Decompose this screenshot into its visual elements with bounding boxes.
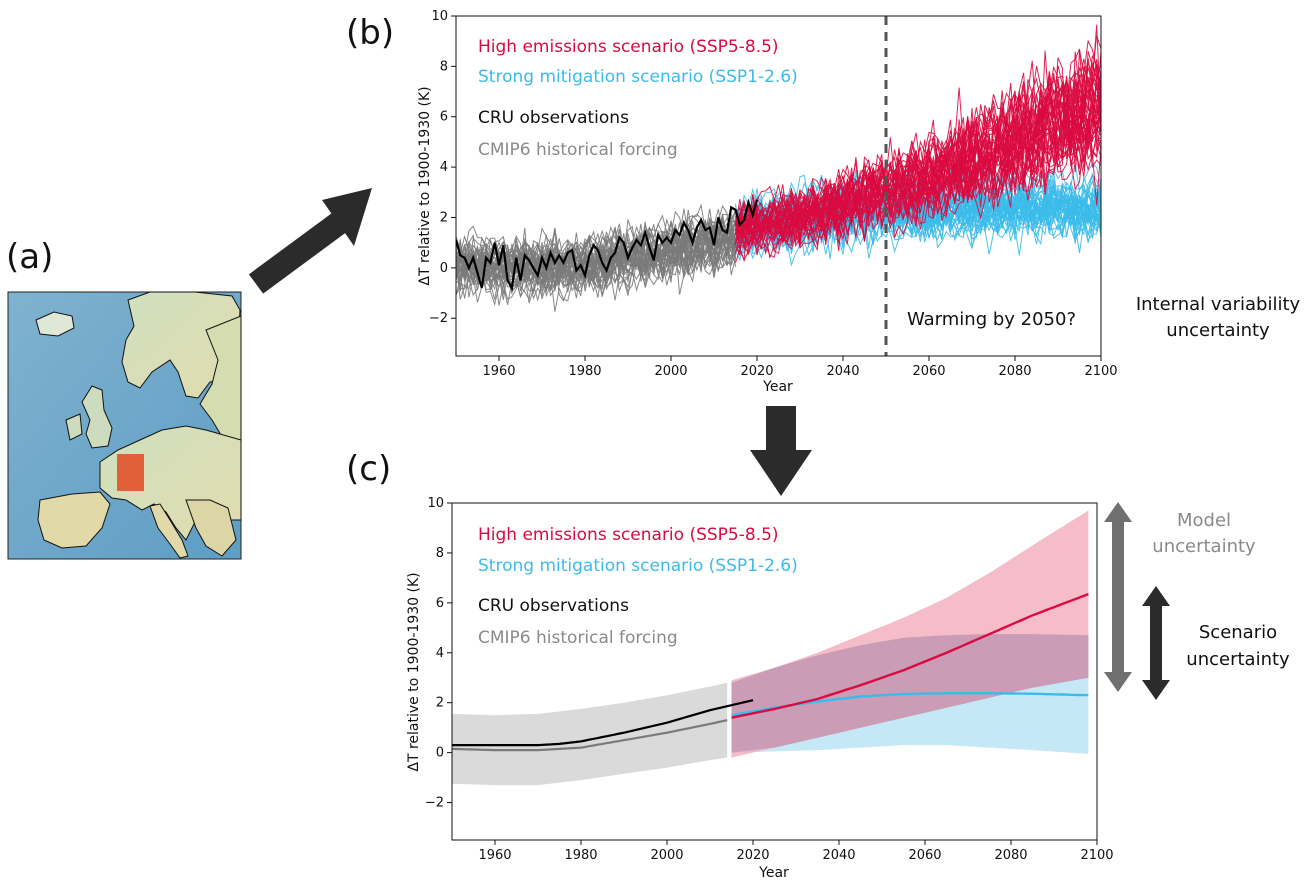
- panel-b-ytick-label: 0: [440, 261, 448, 276]
- observations-line: [456, 198, 759, 292]
- panel-b-xtick-label: 1980: [568, 364, 601, 379]
- panel-c-xtick-label: 2060: [908, 848, 941, 863]
- panel-c-ylabel: ΔT relative to 1900-1930 (K): [406, 572, 422, 771]
- panel-c-legend: High emissions scenario (SSP5-8.5) Stron…: [478, 525, 798, 648]
- panel-b-ytick-label: 6: [440, 110, 448, 125]
- scenario-uncertainty-label-2: uncertainty: [1186, 649, 1290, 670]
- panel-b-xtick-label: 2080: [998, 364, 1031, 379]
- ssp585-member-line: [735, 62, 1101, 239]
- ssp585-mean-line: [731, 592, 1089, 719]
- ssp585-ensemble: [735, 24, 1101, 264]
- observations-smoothed-line: [452, 699, 754, 747]
- panel-label-a: (a): [6, 237, 53, 277]
- panel-label-b: (b): [346, 13, 394, 53]
- scenario-uncertainty-arrow: [1142, 586, 1170, 700]
- panel-c-ticks: 1960 1980 2000 2020 2040 2060 2080 2100 −2 0 2 4 6 8 1…: [425, 496, 1114, 863]
- legend-b-observations: CRU observations: [478, 108, 629, 128]
- historical-member-line: [456, 247, 736, 307]
- panel-c-xlabel: Year: [758, 865, 789, 881]
- panel-b-legend: High emissions scenario (SSP5-8.5) Stron…: [478, 37, 798, 160]
- panel-c-xtick-label: 2000: [650, 848, 683, 863]
- panel-c-ytick-label: 6: [436, 596, 444, 611]
- panel-label-c: (c): [346, 449, 391, 489]
- ssp585-member-line: [735, 24, 1101, 231]
- panel-c-ytick-label: 0: [436, 746, 444, 761]
- historical-mean-line: [452, 719, 728, 752]
- panel-c-ytick-label: 10: [427, 496, 444, 511]
- legend-c-observations: CRU observations: [478, 596, 629, 616]
- panel-b-chart: Warming by 2050? 1960 1980 2000 2020 2040 206…: [417, 9, 1118, 395]
- panel-b-frame: [455, 15, 1102, 357]
- panel-c-xtick-label: 1960: [478, 848, 511, 863]
- panel-b-ytick-label: 4: [440, 160, 448, 175]
- warming-2050-label: Warming by 2050?: [907, 309, 1076, 330]
- panel-b-ytick-label: 8: [440, 59, 448, 74]
- model-uncertainty-label-2: uncertainty: [1152, 536, 1256, 557]
- legend-b-ssp585: High emissions scenario (SSP5-8.5): [478, 37, 779, 57]
- mean-lines: [452, 592, 1089, 752]
- internal-variability-label-2: uncertainty: [1166, 320, 1270, 341]
- model-uncertainty-label-1: Model: [1177, 510, 1231, 531]
- cru-observations-line: [456, 198, 759, 292]
- legend-b-historical: CMIP6 historical forcing: [478, 140, 678, 160]
- historical-member-line: [456, 235, 736, 306]
- internal-variability-label-1: Internal variability: [1136, 294, 1301, 315]
- legend-c-ssp585: High emissions scenario (SSP5-8.5): [478, 525, 779, 545]
- panel-c-xtick-label: 2080: [994, 848, 1027, 863]
- historical-member-line: [456, 231, 736, 290]
- legend-c-ssp126: Strong mitigation scenario (SSP1-2.6): [478, 556, 798, 576]
- panel-c-frame: [451, 502, 1098, 841]
- historical-member-line: [456, 209, 736, 273]
- historical-member-line: [456, 228, 736, 285]
- model-uncertainty-arrow: [1104, 502, 1132, 692]
- panel-b-xtick-label: 2060: [912, 364, 945, 379]
- study-region-marker: [117, 454, 144, 491]
- panel-b-ytick-label: −2: [429, 311, 448, 326]
- europe-map: [7, 291, 242, 560]
- panel-b-ylabel: ΔT relative to 1900-1930 (K): [417, 86, 433, 285]
- panel-b-ticks: 1960 1980 2000 2020 2040 2060 2080 2100 −2 0 2 4 6 8 1…: [429, 9, 1118, 379]
- panel-c-xtick-label: 2100: [1080, 848, 1113, 863]
- panel-c-ytick-label: 4: [436, 646, 444, 661]
- ssp585-member-line: [735, 67, 1101, 237]
- panel-b-xtick-label: 2100: [1084, 364, 1117, 379]
- ssp585-member-line: [735, 39, 1101, 234]
- panel-b-xtick-label: 2040: [826, 364, 859, 379]
- panel-c-ytick-label: −2: [425, 796, 444, 811]
- panel-c-xtick-label: 2020: [736, 848, 769, 863]
- legend-c-historical: CMIP6 historical forcing: [478, 628, 678, 648]
- ssp585-member-line: [735, 59, 1101, 233]
- historical-member-line: [456, 216, 736, 281]
- historical-member-line: [456, 240, 736, 301]
- arrow-a-to-b: [248, 188, 372, 294]
- scenario-uncertainty-label-1: Scenario: [1199, 622, 1277, 643]
- panel-c-ytick-label: 2: [436, 696, 444, 711]
- arrow-b-to-c: [750, 406, 812, 496]
- panel-b-xtick-label: 2020: [740, 364, 773, 379]
- panel-c-xtick-label: 1980: [564, 848, 597, 863]
- historical-ensemble: [456, 203, 736, 312]
- panel-b-xlabel: Year: [762, 379, 793, 395]
- panel-c-ytick-label: 8: [436, 546, 444, 561]
- panel-c-chart: 1960 1980 2000 2020 2040 2060 2080 2100 −2 0 2 4 6 8 1…: [406, 496, 1114, 881]
- panel-b-xtick-label: 1960: [482, 364, 515, 379]
- ssp585-member-line: [735, 72, 1101, 236]
- panel-b-xtick-label: 2000: [654, 364, 687, 379]
- historical-band: [452, 682, 728, 786]
- panel-c-xtick-label: 2040: [822, 848, 855, 863]
- legend-b-ssp126: Strong mitigation scenario (SSP1-2.6): [478, 67, 798, 87]
- panel-b-ytick-label: 2: [440, 210, 448, 225]
- panel-b-ytick-label: 10: [431, 9, 448, 24]
